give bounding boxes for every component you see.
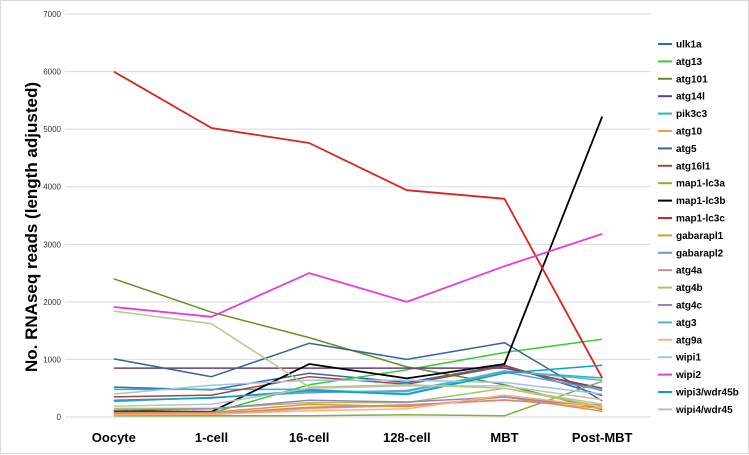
y-axis-ticks: 0 1000 2000 3000 4000 5000 6000 7000: [43, 10, 61, 422]
legend-entry: pik3c3: [676, 109, 708, 120]
x-tick-label: 1-cell: [195, 430, 228, 445]
series-line-map1-lc3c: [113, 70, 603, 379]
series-line-wipi4-wdr45: [113, 385, 603, 407]
legend-entry: wipi1: [675, 353, 701, 364]
legend-entry: ulk1a: [676, 40, 702, 51]
x-tick-label: 16-cell: [289, 430, 329, 445]
y-tick-label: 2000: [43, 298, 61, 307]
legend-entry: atg14l: [676, 92, 705, 103]
x-tick-label: MBT: [490, 430, 518, 445]
series-line-map1-lc3a: [113, 380, 603, 417]
series-line-wipi3-wdr45b: [113, 364, 603, 402]
gridlines: [65, 13, 651, 418]
series-line-atg9a: [113, 394, 603, 416]
legend-entry: map1-lc3b: [676, 196, 725, 207]
series-line-atg5: [113, 341, 603, 402]
x-tick-label: 128-cell: [383, 430, 431, 445]
legend-entry: atg13: [676, 57, 703, 68]
y-tick-label: 0: [57, 413, 62, 422]
y-tick-label: 7000: [43, 10, 61, 19]
y-tick-label: 3000: [43, 240, 61, 249]
legend-entry: map1-lc3c: [676, 214, 725, 225]
legend-entry: atg5: [676, 144, 697, 155]
legend-entry: gabarapl2: [676, 248, 724, 259]
series-line-atg4c: [113, 396, 603, 411]
legend-entry: atg9a: [676, 335, 703, 346]
x-tick-label: Post-MBT: [572, 430, 633, 445]
legend-entry: map1-lc3a: [676, 179, 725, 190]
legend-entry: atg3: [676, 318, 697, 329]
x-axis-ticks: Oocyte 1-cell 16-cell 128-cell MBT Post-MBT: [92, 430, 633, 445]
series-line-wipi1: [113, 379, 603, 395]
legend-entry: atg4c: [676, 301, 703, 312]
y-tick-label: 4000: [43, 183, 61, 192]
y-tick-label: 6000: [43, 68, 61, 77]
legend-entry: wipi4/wdr45: [675, 405, 733, 416]
legend-entry: wipi3/wdr45b: [675, 388, 739, 399]
x-tick-label: Oocyte: [92, 430, 136, 445]
legend-entry: wipi2: [675, 370, 701, 381]
y-tick-label: 5000: [43, 125, 61, 134]
legend-entry: atg4b: [676, 283, 703, 294]
legend-entry: gabarapl1: [676, 231, 724, 242]
series-lines: [113, 70, 604, 417]
y-axis-label: No. RNAseq reads (length adjusted): [22, 82, 41, 372]
y-tick-label: 1000: [43, 355, 61, 364]
series-line-wipi2: [113, 233, 603, 318]
legend-entry: atg101: [676, 74, 708, 85]
legend-entry: atg4a: [676, 266, 703, 277]
legend-entry: atg10: [676, 127, 703, 138]
series-line-unlabeled: [113, 310, 603, 406]
legend: ulk1a atg13 atg101 atg14l pik3c3 atg10 atg5 atg…: [658, 40, 739, 416]
legend-entry: atg16l1: [676, 161, 711, 172]
